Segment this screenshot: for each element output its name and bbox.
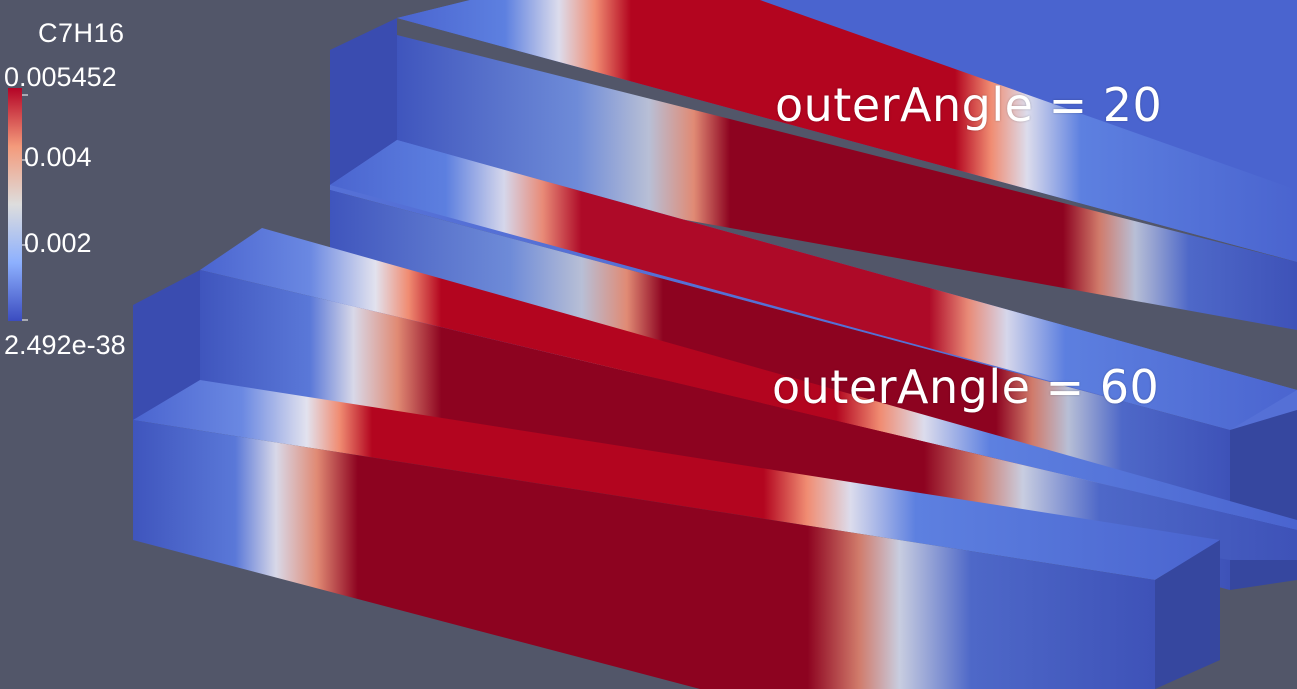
legend-tick-label-1: 0.004 [24,142,92,172]
rack-60-upper-side [200,270,1297,560]
annotation-outerangle-60: outerAngle = 60 [772,360,1160,414]
rack-outerangle-60 [133,228,1297,689]
colorbar [8,88,22,321]
legend-min-label: 2.492e-38 [4,330,126,360]
rack-20-right-end [1230,410,1297,590]
legend-title: C7H16 [38,18,125,48]
colorbar-ticks [22,94,28,321]
rack-60-lower-side [133,420,1155,689]
legend-tick-label-2: 0.002 [24,228,92,258]
rack-60-right-end [1155,540,1220,689]
rack-20-upper-side [397,35,1297,330]
rack-20-upper-top-field [397,0,1297,262]
rack-60-upper-top [200,228,1297,530]
rack-20-lower-top-field [330,140,1297,430]
rack-outerangle-20 [330,0,1297,590]
legend-max-label: 0.005452 [4,62,117,92]
annotation-outerangle-20: outerAngle = 20 [775,78,1163,132]
rack-60-lower-top [133,380,1220,580]
rack-60-end-face [133,270,200,425]
